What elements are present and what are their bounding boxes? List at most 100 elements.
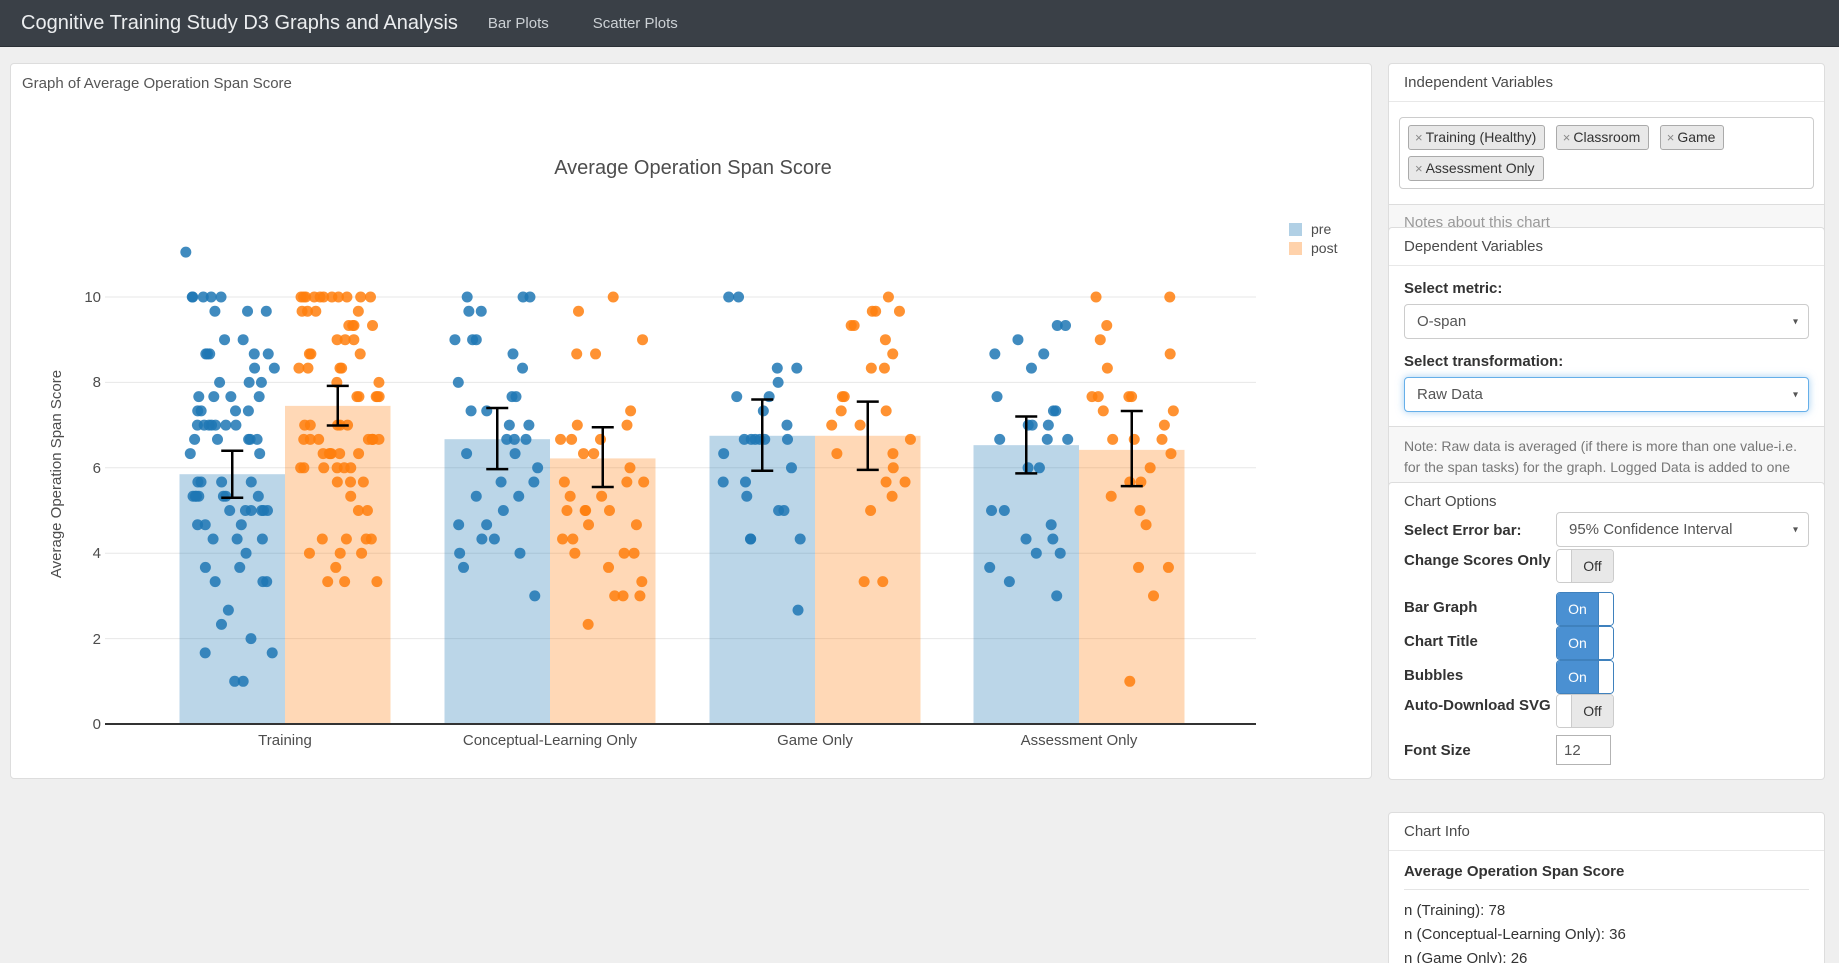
bubble-post <box>302 362 314 374</box>
toggle-handle <box>1598 661 1613 693</box>
bubble-pre <box>1060 319 1072 331</box>
chart-title-toggle[interactable]: On <box>1556 626 1614 660</box>
bubble-post <box>880 405 892 417</box>
bubble-post <box>567 533 579 545</box>
bubble-pre <box>1033 462 1045 474</box>
bubble-pre <box>461 291 473 303</box>
bubble-post <box>607 291 619 303</box>
bubble-post <box>341 291 353 303</box>
bubble-pre <box>501 433 513 445</box>
bubble-post <box>887 462 899 474</box>
bubble-post <box>826 419 838 431</box>
remove-tag-icon[interactable]: × <box>1562 130 1571 145</box>
tag-label: Training (Healthy) <box>1425 129 1537 145</box>
error-bar-select[interactable]: 95% Confidence Interval ▾ <box>1556 512 1809 547</box>
n-game-only: n (Game Only): 26 <box>1404 950 1528 963</box>
bubble-pre <box>215 618 227 630</box>
bubble-post <box>637 334 649 346</box>
bubble-post <box>316 533 328 545</box>
nav-link-scatter-plots[interactable]: Scatter Plots <box>592 14 678 32</box>
bubble-pre <box>994 433 1006 445</box>
bubble-pre <box>475 305 487 317</box>
bubble-post <box>566 433 578 445</box>
bubble-pre <box>718 448 730 460</box>
bubble-pre <box>205 291 217 303</box>
change-scores-only-toggle[interactable]: Off <box>1556 549 1614 583</box>
change-scores-only-label: Change Scores Only <box>1404 552 1551 569</box>
bubble-pre <box>1045 519 1057 531</box>
bubble-post <box>303 547 315 559</box>
bubble-pre <box>216 476 228 488</box>
bubble-pre <box>215 291 227 303</box>
bubble-pre <box>256 505 268 516</box>
bubble-pre <box>207 533 219 545</box>
bubble-pre <box>452 376 464 388</box>
bubble-post <box>854 419 866 431</box>
bubble-post <box>1128 433 1140 445</box>
bubble-post <box>603 561 615 573</box>
bubble-post <box>882 291 894 303</box>
bubble-post <box>1134 505 1146 516</box>
bubble-post <box>609 590 621 602</box>
bubble-post <box>353 391 365 403</box>
bubble-pre <box>454 547 466 559</box>
font-size-label: Font Size <box>1404 742 1471 759</box>
bubble-pre <box>481 519 493 531</box>
bubble-post <box>1158 419 1170 431</box>
auto-download-svg-toggle[interactable]: Off <box>1556 694 1614 728</box>
bubble-pre <box>201 348 213 360</box>
bubble-post <box>1148 590 1160 602</box>
bubble-post <box>569 547 581 559</box>
remove-tag-icon[interactable]: × <box>1415 130 1423 145</box>
tag-game[interactable]: × Game <box>1659 125 1725 150</box>
remove-tag-icon[interactable]: × <box>1415 161 1423 176</box>
y-axis-label: Average Operation Span Score <box>48 370 65 578</box>
bubble-pre <box>523 419 535 431</box>
font-size-input[interactable] <box>1556 735 1611 765</box>
metric-select[interactable]: O-span ▾ <box>1404 304 1809 339</box>
bubble-post <box>557 533 569 545</box>
independent-variables-multiselect[interactable]: × Training (Healthy) × Classroom × Game × As… <box>1399 117 1814 189</box>
bubble-pre <box>488 533 500 545</box>
bubble-pre <box>507 348 519 360</box>
dropdown-caret-icon: ▾ <box>1792 389 1798 400</box>
tag-classroom[interactable]: × Classroom <box>1555 125 1650 150</box>
bubble-post <box>588 448 600 460</box>
bubbles-toggle[interactable]: On <box>1556 660 1614 694</box>
tag-assessment-only[interactable]: × Assessment Only <box>1408 156 1544 181</box>
bubble-post <box>296 305 308 317</box>
transformation-label: Select transformation: <box>1404 353 1564 370</box>
bubble-post <box>355 291 367 303</box>
bubble-post <box>630 519 642 531</box>
toggle-handle <box>1598 593 1613 625</box>
bar-graph-toggle[interactable]: On <box>1556 592 1614 626</box>
remove-tag-icon[interactable]: × <box>1666 130 1675 145</box>
bubble-post <box>1144 462 1156 474</box>
bubble-post <box>298 291 310 303</box>
nav-link-bar-plots[interactable]: Bar Plots <box>487 14 549 32</box>
bubble-post <box>878 362 890 374</box>
bubble-pre <box>529 590 541 602</box>
bubble-pre <box>791 362 803 374</box>
bubble-post <box>886 490 898 502</box>
bubble-pre <box>242 305 254 317</box>
bubble-post <box>330 561 342 573</box>
bubble-post <box>318 462 330 474</box>
chart-options-heading: Chart Options <box>1404 493 1497 510</box>
transformation-select[interactable]: Raw Data ▾ <box>1404 377 1809 412</box>
bubble-pre <box>1038 348 1050 360</box>
bubble-pre <box>738 433 750 445</box>
bubble-pre <box>251 433 263 445</box>
bubble-pre <box>219 334 231 346</box>
bubble-post <box>1094 334 1106 346</box>
app-title: Cognitive Training Study D3 Graphs and A… <box>21 11 458 34</box>
bubble-pre <box>476 533 488 545</box>
tag-training-healthy[interactable]: × Training (Healthy) <box>1408 125 1546 150</box>
bubble-pre <box>532 462 544 474</box>
bubble-pre <box>984 561 996 573</box>
bubble-post <box>877 576 889 588</box>
bubble-pre <box>781 419 793 431</box>
x-tick-assessment: Assessment Only <box>1021 732 1138 749</box>
bubble-pre <box>249 362 261 374</box>
